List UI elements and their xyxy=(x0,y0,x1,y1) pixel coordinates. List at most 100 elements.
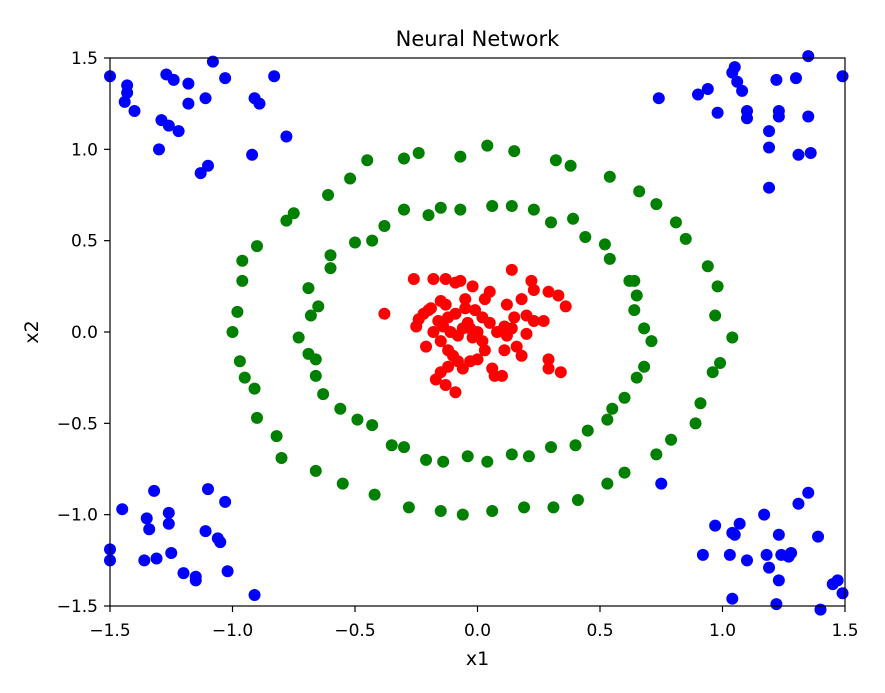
data-point xyxy=(618,391,631,404)
y-axis-label: x2 xyxy=(21,320,43,343)
data-point xyxy=(496,369,508,382)
x-axis: −1.5 −1.0 −0.5 0.0 0.5 1.0 1.5 xyxy=(89,606,859,641)
data-point xyxy=(655,477,668,490)
data-point xyxy=(598,238,611,251)
data-point xyxy=(469,304,482,317)
data-point xyxy=(398,152,410,165)
data-point xyxy=(167,73,180,86)
data-point xyxy=(324,249,337,262)
data-point xyxy=(199,92,212,105)
data-point xyxy=(248,382,261,395)
data-point xyxy=(802,110,815,123)
data-point xyxy=(398,203,410,216)
data-point xyxy=(434,335,447,348)
data-point xyxy=(248,589,261,602)
data-point xyxy=(650,198,663,211)
data-point xyxy=(552,289,565,302)
y-tick-label: 1.0 xyxy=(71,140,98,160)
x-tick-label: −1.0 xyxy=(212,621,253,641)
data-point xyxy=(706,366,719,379)
data-point xyxy=(427,326,440,338)
data-point xyxy=(733,517,746,530)
data-point xyxy=(429,373,442,386)
data-point xyxy=(128,104,141,117)
data-point xyxy=(508,311,521,324)
data-point xyxy=(723,548,736,561)
data-point xyxy=(456,362,469,375)
data-point xyxy=(439,273,452,286)
data-point xyxy=(153,143,165,156)
data-point xyxy=(792,148,805,161)
data-point xyxy=(349,236,361,249)
data-point xyxy=(437,455,450,468)
data-point xyxy=(427,273,440,286)
data-point xyxy=(121,86,134,99)
data-point xyxy=(150,552,163,565)
data-point xyxy=(763,125,776,138)
data-point xyxy=(118,95,131,108)
data-point xyxy=(454,150,467,163)
data-point xyxy=(701,260,714,273)
data-point xyxy=(694,397,707,410)
data-point xyxy=(606,402,619,415)
data-point xyxy=(236,254,249,267)
data-point xyxy=(304,309,317,322)
data-point xyxy=(505,199,518,212)
data-point xyxy=(545,216,557,229)
data-point xyxy=(407,273,420,286)
data-point xyxy=(368,488,381,501)
data-point xyxy=(219,72,232,85)
data-point xyxy=(410,320,423,333)
data-point xyxy=(601,413,614,426)
data-point xyxy=(138,554,151,567)
data-point xyxy=(633,185,646,198)
data-point xyxy=(701,83,714,96)
data-point xyxy=(802,50,815,63)
data-point xyxy=(309,369,322,382)
data-point xyxy=(214,536,227,549)
data-point xyxy=(711,106,724,119)
data-point xyxy=(302,347,315,360)
x-tick-label: −1.5 xyxy=(89,621,130,641)
data-point xyxy=(251,240,263,253)
data-point xyxy=(280,214,293,227)
data-point xyxy=(420,340,433,353)
data-point xyxy=(790,72,802,85)
data-point xyxy=(172,125,185,138)
y-tick-label: 0.0 xyxy=(71,323,98,343)
data-point xyxy=(481,455,494,468)
data-point xyxy=(515,349,528,362)
data-point xyxy=(486,199,499,212)
data-point xyxy=(439,378,452,391)
data-point xyxy=(537,315,550,328)
data-point xyxy=(638,360,651,373)
data-point xyxy=(491,326,504,338)
data-point xyxy=(253,97,266,110)
data-point xyxy=(378,220,391,233)
data-point xyxy=(466,280,479,293)
data-point xyxy=(741,112,753,125)
data-point xyxy=(189,574,202,587)
data-point xyxy=(312,300,325,313)
data-point xyxy=(471,353,484,366)
data-point xyxy=(268,70,281,83)
data-point xyxy=(711,280,724,293)
data-point xyxy=(547,501,560,514)
data-point xyxy=(336,477,349,490)
data-point xyxy=(505,448,518,461)
data-point xyxy=(116,503,129,516)
data-point xyxy=(510,340,523,353)
data-point xyxy=(542,285,555,298)
data-point xyxy=(422,209,435,222)
data-point xyxy=(527,283,540,296)
data-point xyxy=(449,386,462,399)
data-point xyxy=(505,263,518,276)
data-point xyxy=(270,430,283,443)
data-point xyxy=(162,517,175,530)
data-point xyxy=(231,305,244,318)
data-point xyxy=(351,413,364,426)
data-point xyxy=(726,331,739,344)
data-point xyxy=(481,139,494,152)
data-point xyxy=(206,55,219,68)
data-point xyxy=(385,439,398,452)
